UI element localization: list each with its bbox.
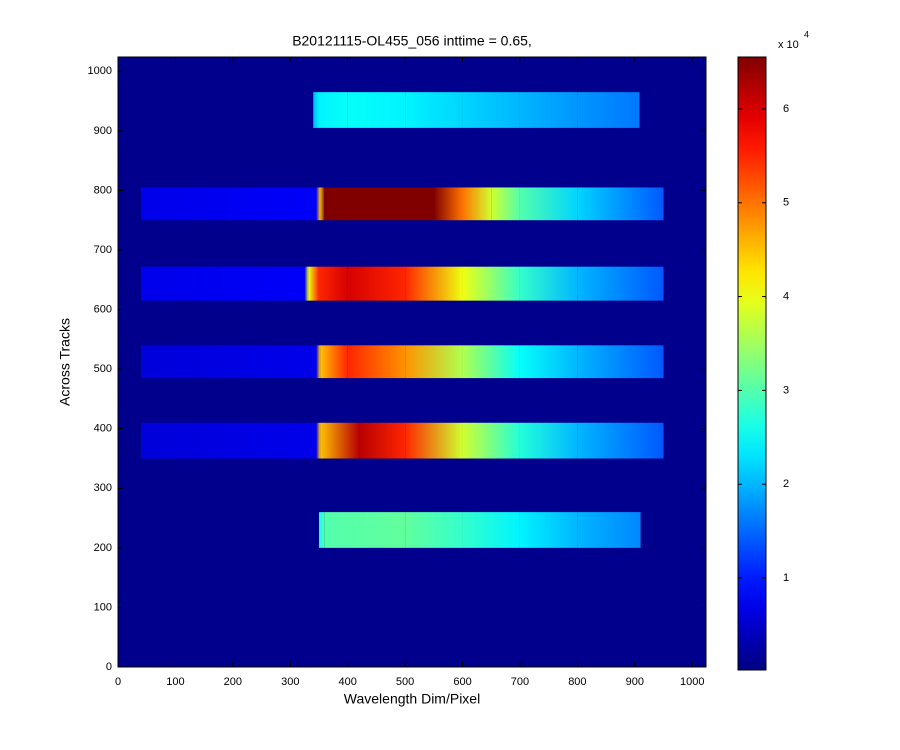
heat-cell [519,92,578,128]
y-tick-label: 300 [94,482,112,494]
y-tick-label: 1000 [88,65,112,77]
heat-cell [491,187,520,221]
y-tick-label: 400 [94,423,112,435]
colorbar-exponent: 4 [804,29,809,39]
x-tick-label: 500 [396,676,414,688]
heat-cell [405,345,463,379]
heat-cell [519,422,578,459]
colorbar-tick-label: 5 [783,197,789,209]
heat-cell [347,266,406,301]
y-tick-label: 200 [94,542,112,554]
heat-cell [318,92,348,128]
heat-cell [577,512,641,548]
heat-cell [405,512,463,548]
x-tick-label: 800 [568,676,586,688]
y-tick-label: 500 [94,363,112,375]
heat-cell [316,187,321,221]
heat-cell [140,187,317,221]
colorbar-tick-label: 1 [783,572,789,584]
chart-title: B20121115-OL455_056 inttime = 0.65, [292,33,532,49]
x-tick-label: 900 [626,676,644,688]
y-tick-label: 800 [94,184,112,196]
y-axis-label: Across Tracks [57,318,73,406]
x-tick-label: 700 [511,676,529,688]
heat-cell [313,92,319,128]
colorbar-multiplier: x 10 [778,39,799,51]
heat-cell [320,187,325,221]
heat-cell [433,187,463,221]
heat-cell [577,266,664,301]
heat-cell [140,345,317,379]
colorbar-tick-label: 6 [783,103,789,115]
heat-cell [320,422,360,459]
x-axis-label: Wavelength Dim/Pixel [344,691,480,707]
heat-cell [577,92,640,128]
x-tick-label: 400 [339,676,357,688]
x-tick-label: 0 [115,676,121,688]
heat-cell [324,187,434,221]
heat-cell [304,266,309,301]
heat-cell [318,266,348,301]
y-tick-label: 0 [106,661,112,673]
heat-cell [140,266,305,301]
y-tick-label: 900 [94,125,112,137]
colorbar-tick-label: 2 [783,478,789,490]
heat-cell [462,187,492,221]
heat-cell [308,266,319,301]
heat-cell [577,345,664,379]
heat-cell [405,422,463,459]
heat-cell [140,422,317,459]
heat-cell [577,187,664,221]
heat-cell [462,266,520,301]
heat-cell [405,92,463,128]
x-tick-label: 100 [166,676,184,688]
heat-cell [462,422,520,459]
heat-cell [324,512,406,548]
y-tick-label: 100 [94,601,112,613]
x-tick-label: 200 [224,676,242,688]
heat-cell [359,422,406,459]
colorbar-tick-label: 4 [783,290,789,302]
heat-cell [577,422,664,459]
colorbar-tick-label: 3 [783,384,789,396]
x-tick-label: 600 [453,676,471,688]
heat-cell [347,92,406,128]
heat-cell [316,422,321,459]
plot-frame [117,56,707,668]
x-tick-label: 1000 [680,676,704,688]
heat-cell [462,345,520,379]
colorbar [737,56,767,671]
heat-cell [405,266,463,301]
y-tick-label: 600 [94,303,112,315]
heat-cell [318,512,325,548]
heat-cell [347,345,406,379]
heat-cell [462,512,520,548]
x-tick-label: 300 [281,676,299,688]
heat-cell [316,345,321,379]
heat-cell [519,266,578,301]
heat-cell [462,92,520,128]
heat-cell [519,187,578,221]
heat-cell [519,345,578,379]
heat-cell [320,345,348,379]
y-tick-label: 700 [94,244,112,256]
heat-cell [519,512,578,548]
